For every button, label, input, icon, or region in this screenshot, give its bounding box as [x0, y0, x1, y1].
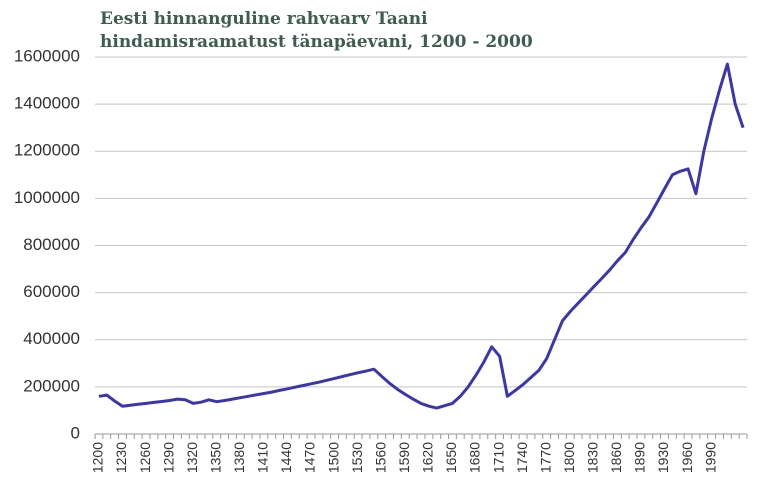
x-tick-label: 1590: [396, 442, 412, 473]
x-tick-label: 1990: [702, 442, 718, 473]
y-tick-label: 1400000: [14, 94, 80, 113]
x-tick-label: 1230: [113, 442, 129, 473]
data-line: [98, 62, 745, 410]
x-tick-label: 1290: [160, 442, 176, 473]
x-tick-label: 1890: [632, 442, 648, 473]
x-tick-label: 1500: [325, 442, 341, 473]
x-tick-label: 1680: [467, 442, 483, 473]
x-tick-label: 1350: [207, 442, 223, 473]
x-tick-label: 1440: [278, 442, 294, 473]
x-tick-label: 1770: [537, 442, 553, 473]
x-tick-label: 1830: [585, 442, 601, 473]
x-tick-label: 1930: [655, 442, 671, 473]
x-tick-label: 1650: [443, 442, 459, 473]
x-tick-label: 1740: [514, 442, 530, 473]
x-tick-label: 1560: [372, 442, 388, 473]
x-tick-label: 1860: [608, 442, 624, 473]
y-tick-label: 200000: [23, 376, 80, 395]
chart-title: hindamisraamatust tänapäevani, 1200 - 20…: [100, 32, 533, 52]
x-tick-label: 1960: [679, 442, 695, 473]
x-tick-label: 1380: [231, 442, 247, 473]
x-tick-label: 1200: [90, 442, 106, 473]
x-tick-label: 1410: [255, 442, 271, 473]
y-tick-label: 1000000: [14, 188, 80, 207]
x-tick-label: 1710: [490, 442, 506, 473]
x-tick-label: 1320: [184, 442, 200, 473]
chart-title: Eesti hinnanguline rahvaarv Taani: [100, 9, 428, 29]
y-tick-label: 1200000: [14, 141, 80, 160]
x-tick-label: 1530: [349, 442, 365, 473]
x-tick-label: 1800: [561, 442, 577, 473]
y-tick-label: 1600000: [14, 46, 80, 65]
y-tick-label: 0: [71, 423, 80, 442]
y-tick-label: 600000: [23, 282, 80, 301]
x-tick-label: 1470: [302, 442, 318, 473]
x-tick-label: 1620: [420, 442, 436, 473]
y-tick-label: 800000: [23, 235, 80, 254]
x-tick-label: 1260: [137, 442, 153, 473]
y-tick-label: 400000: [23, 329, 80, 348]
